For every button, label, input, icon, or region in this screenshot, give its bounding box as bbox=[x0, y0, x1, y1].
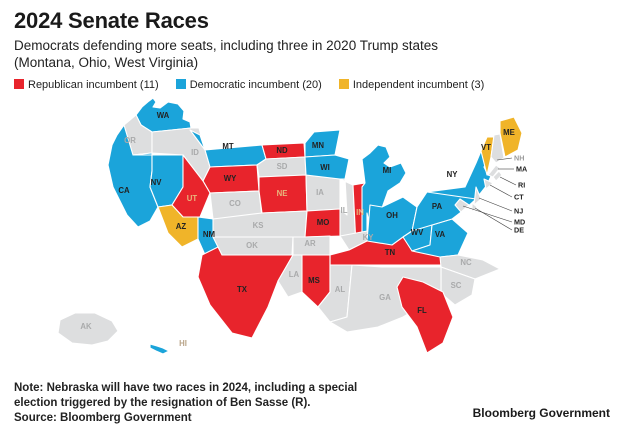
svg-text:MS: MS bbox=[308, 276, 320, 285]
svg-text:NE: NE bbox=[277, 189, 288, 198]
svg-text:MI: MI bbox=[383, 166, 392, 175]
svg-text:CO: CO bbox=[229, 199, 241, 208]
svg-text:OR: OR bbox=[124, 136, 136, 145]
svg-text:RI: RI bbox=[518, 181, 525, 190]
svg-text:OH: OH bbox=[386, 211, 398, 220]
svg-text:WV: WV bbox=[411, 228, 424, 237]
svg-text:NY: NY bbox=[447, 170, 459, 179]
svg-text:NC: NC bbox=[460, 258, 472, 267]
svg-text:WI: WI bbox=[320, 163, 330, 172]
svg-text:IN: IN bbox=[356, 208, 364, 217]
svg-text:NM: NM bbox=[203, 230, 215, 239]
svg-text:NJ: NJ bbox=[514, 207, 523, 216]
svg-text:HI: HI bbox=[179, 339, 187, 348]
svg-text:MO: MO bbox=[317, 218, 330, 227]
svg-text:IL: IL bbox=[341, 206, 348, 215]
svg-text:ME: ME bbox=[503, 128, 515, 137]
svg-text:AK: AK bbox=[80, 322, 92, 331]
svg-text:UT: UT bbox=[187, 194, 198, 203]
svg-text:SD: SD bbox=[277, 162, 288, 171]
svg-text:GA: GA bbox=[379, 293, 391, 302]
svg-text:AR: AR bbox=[304, 239, 316, 248]
svg-text:LA: LA bbox=[289, 270, 300, 279]
svg-text:TN: TN bbox=[385, 248, 396, 257]
svg-text:MN: MN bbox=[312, 141, 324, 150]
svg-text:ND: ND bbox=[276, 146, 288, 155]
svg-text:MA: MA bbox=[516, 165, 527, 174]
svg-text:SC: SC bbox=[451, 281, 462, 290]
svg-text:NV: NV bbox=[151, 178, 163, 187]
svg-text:WA: WA bbox=[157, 111, 170, 120]
svg-text:VA: VA bbox=[435, 230, 446, 239]
svg-text:FL: FL bbox=[417, 306, 427, 315]
svg-text:MT: MT bbox=[222, 142, 233, 151]
svg-text:CT: CT bbox=[514, 193, 524, 202]
svg-text:OK: OK bbox=[246, 241, 258, 250]
svg-text:PA: PA bbox=[432, 202, 443, 211]
svg-text:VT: VT bbox=[481, 143, 491, 152]
svg-text:KY: KY bbox=[363, 233, 375, 242]
svg-text:TX: TX bbox=[237, 285, 248, 294]
svg-text:KS: KS bbox=[253, 221, 264, 230]
svg-text:AL: AL bbox=[335, 285, 346, 294]
svg-text:WY: WY bbox=[224, 174, 237, 183]
svg-text:DE: DE bbox=[514, 226, 524, 235]
svg-text:CA: CA bbox=[118, 186, 130, 195]
svg-text:IA: IA bbox=[316, 188, 324, 197]
svg-text:NH: NH bbox=[514, 154, 524, 163]
svg-text:ID: ID bbox=[191, 148, 199, 157]
svg-text:AZ: AZ bbox=[176, 222, 187, 231]
